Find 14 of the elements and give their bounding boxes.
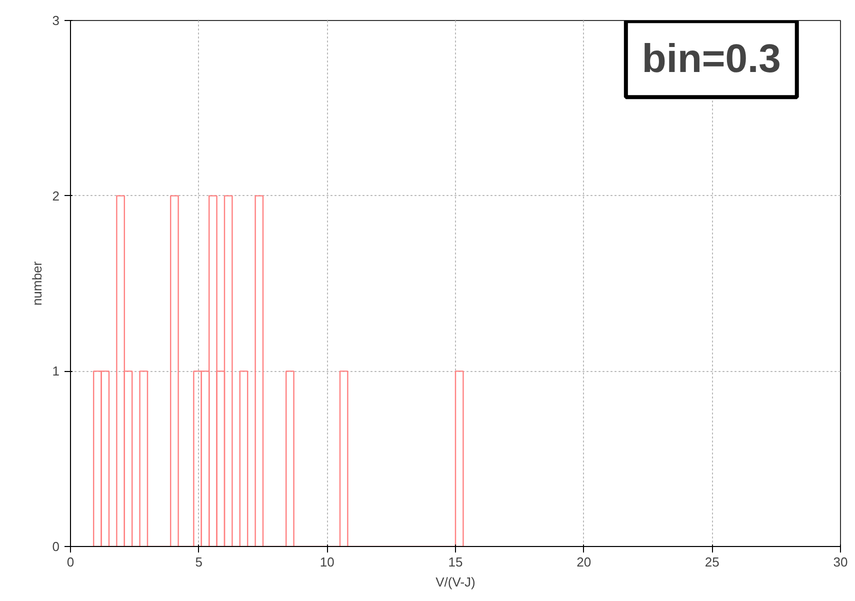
- x-tick-label: 10: [320, 554, 334, 570]
- x-tick-label: 20: [576, 554, 592, 570]
- x-tick-label: 25: [704, 554, 720, 570]
- x-tick-label: 30: [833, 554, 848, 570]
- x-tick-label: 0: [66, 554, 74, 570]
- annotation: bin=0.3: [642, 37, 781, 82]
- x-axis-title: V/(V-J): [436, 574, 476, 590]
- y-tick-label: 2: [52, 188, 60, 204]
- y-axis-title: number: [29, 260, 44, 306]
- y-tick-label: 3: [52, 13, 60, 28]
- y-tick-label: 0: [52, 539, 60, 554]
- y-tick-label: 1: [52, 364, 60, 379]
- x-tick-label: 5: [195, 554, 202, 570]
- x-tick-label: 15: [448, 554, 463, 570]
